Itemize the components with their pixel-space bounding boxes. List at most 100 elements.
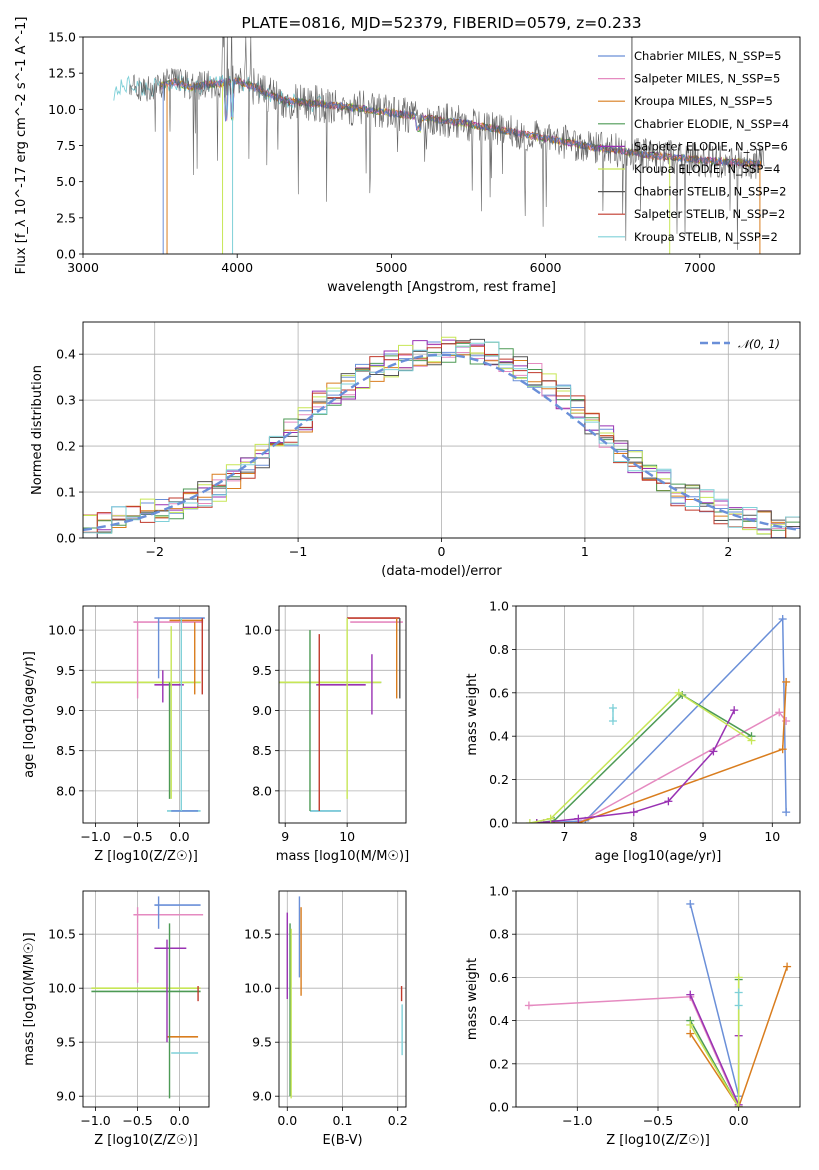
histogram-steps [83,336,800,538]
y-tick-label: 0.6 [489,685,509,700]
weight-panel: 7 8 9 10 0.0 0.2 0.4 0.6 0.8 1.0 age [log10(age/yr… [465,599,801,864]
axes-frame [515,605,801,824]
legend-label: Kroupa ELODIE, N_SSP=4 [634,162,780,176]
y-tick-label: 2.5 [56,210,76,225]
y-tick-label: 0.4 [489,729,509,744]
legend-label: Kroupa MILES, N_SSP=5 [634,94,773,108]
weight-series-line [536,694,752,823]
y-tick-label: 0.3 [56,393,76,408]
figure-title: PLATE=0816, MJD=52379, FIBERID=0579, z=0… [241,14,641,32]
y-tick-label: 1.0 [489,599,509,614]
axes-frame [278,890,407,1108]
legend: Chabrier MILES, N_SSP=5 Salpeter MILES, N… [598,49,789,244]
x-tick-label: 0 [438,544,446,559]
legend-label: Kroupa STELIB, N_SSP=2 [634,230,778,244]
x-tick-label: 0.0 [277,1113,297,1128]
y-tick-label: 8.5 [56,743,76,758]
y-tick-label: 0.2 [56,439,76,454]
x-axis-label: Z [log10(Z/Z☉)] [606,1133,710,1148]
x-tick-label: −2 [145,544,163,559]
y-tick-label: 9.0 [56,703,76,718]
legend-label: Chabrier STELIB, N_SSP=2 [634,185,786,199]
axes-frame [82,890,210,1108]
axes-frame [278,605,407,824]
errorbars [91,896,204,1099]
x-tick-label: 7000 [684,260,716,275]
x-tick-label: 6000 [530,260,562,275]
histogram-step [83,341,800,538]
y-axis-label: mass [log10(M/M☉)] [22,932,37,1065]
y-tick-label: 9.0 [252,703,272,718]
x-tick-label: −1.0 [80,829,110,844]
y-tick-label: 15.0 [48,30,76,45]
x-tick-label: −1.0 [80,1113,110,1128]
y-tick-label: 0.0 [489,816,509,831]
x-axis-label: Z [log10(Z/Z☉)] [94,1133,198,1148]
errorbar-panel: −1.0 −0.5 0.0 9.0 9.5 10.0 10.5 Z [log10(Z/Z☉)]… [22,890,210,1148]
weight-lines [524,899,792,1107]
axes-frame [82,36,801,255]
y-tick-label: 9.0 [252,1089,272,1104]
y-tick-label: 0.4 [56,347,76,362]
errorbar-panel: 0.0 0.1 0.2 9.0 9.5 10.0 10.5 E(B-V) [244,890,408,1148]
x-tick-label: −0.5 [122,1113,152,1128]
x-axis-label: age [log10(age/yr)] [595,849,722,864]
y-tick-label: 0.0 [56,247,76,262]
y-tick-label: 9.5 [56,1035,76,1050]
x-axis-label: Z [log10(Z/Z☉)] [94,849,198,864]
histogram-panel: −2 −1 0 1 2 0.0 0.1 0.2 0.3 0.4 (data-model)/error… [30,321,801,579]
axes-frame [515,890,801,1108]
x-tick-label: 10 [764,829,780,844]
y-tick-label: 5.0 [56,174,76,189]
x-tick-label: 9 [281,829,289,844]
y-tick-label: 0.0 [489,1100,509,1115]
legend-label: Salpeter MILES, N_SSP=5 [634,72,780,86]
weight-panel: −1.0 −0.5 0.0 0.0 0.2 0.4 0.6 0.8 1.0 Z [log10(Z/… [465,884,801,1148]
spectrum-lines [113,37,765,254]
x-tick-label: 2 [724,544,732,559]
y-tick-label: 9.5 [252,1035,272,1050]
x-tick-label: 0.0 [170,829,190,844]
y-tick-label: 0.8 [489,642,509,657]
y-tick-label: 9.0 [56,1089,76,1104]
x-axis-label: mass [log10(M/M☉)] [276,849,409,864]
x-tick-label: 5000 [375,260,407,275]
x-tick-label: 8 [630,829,638,844]
weight-series-line [543,711,787,823]
y-tick-label: 8.0 [56,783,76,798]
x-tick-label: 0.1 [333,1113,353,1128]
y-tick-label: 8.5 [252,743,272,758]
y-tick-label: 10.0 [48,102,76,117]
x-tick-label: 7 [561,829,569,844]
y-tick-label: 9.5 [252,663,272,678]
axes-frame [82,321,801,539]
x-tick-label: −0.5 [122,829,152,844]
x-tick-label: −0.5 [643,1113,673,1128]
y-tick-label: 0.2 [489,1056,509,1071]
weight-lines [525,615,791,823]
weight-series-line [536,709,735,823]
y-axis-label: mass weight [465,958,480,1040]
y-tick-label: 10.0 [244,623,272,638]
x-tick-label: 4000 [221,260,253,275]
y-tick-label: 8.0 [252,783,272,798]
data-spectrum-line [129,37,765,250]
y-tick-label: 0.8 [489,927,509,942]
errorbar-panel: 9 10 8.0 8.5 9.0 9.5 10.0 mass [log10(M/M☉)] [244,605,409,864]
x-tick-label: −1.0 [562,1113,592,1128]
x-tick-label: 9 [699,829,707,844]
legend-label: Chabrier ELODIE, N_SSP=4 [634,117,789,131]
y-tick-label: 1.0 [489,884,509,899]
y-tick-label: 9.5 [56,663,76,678]
x-tick-label: −1 [289,544,307,559]
x-axis-label: E(B-V) [322,1133,362,1148]
y-tick-label: 0.2 [489,772,509,787]
x-axis-label: wavelength [Angstrom, rest frame] [327,280,556,295]
weight-series-line [689,994,740,1106]
errorbar-panel: −1.0 −0.5 0.0 8.0 8.5 9.0 9.5 10.0 Z [log10(Z/Z☉… [22,605,210,864]
x-tick-label: 0.2 [388,1113,408,1128]
y-tick-label: 0.4 [489,1013,509,1028]
axes-frame [82,605,210,824]
x-tick-label: 0.0 [729,1113,749,1128]
spectrum-panel: 3000 4000 5000 6000 7000 0.0 2.5 5.0 7.5 10.0 12.5… [14,14,801,295]
